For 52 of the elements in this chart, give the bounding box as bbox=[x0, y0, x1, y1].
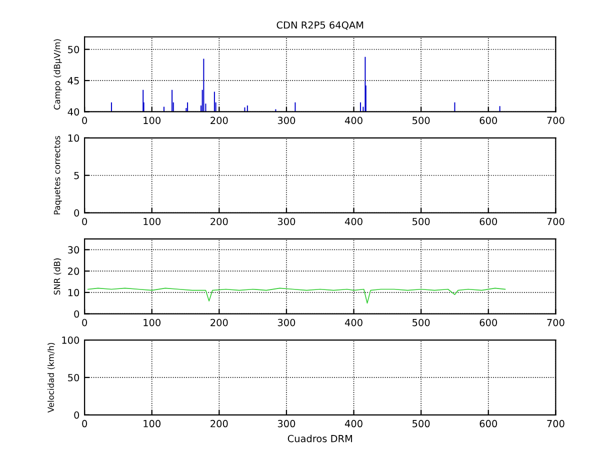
y-tick-label: 100 bbox=[62, 336, 80, 344]
y-tick-label: 10 bbox=[68, 288, 80, 296]
x-tick-label: 100 bbox=[144, 116, 160, 124]
x-tick-label: 600 bbox=[480, 420, 498, 428]
x-tick-label: 400 bbox=[344, 420, 362, 428]
y-tick-label: 0 bbox=[74, 209, 80, 217]
x-tick-label: 100 bbox=[144, 420, 160, 428]
x-tick-label: 600 bbox=[480, 218, 498, 226]
x-tick-label: 600 bbox=[480, 318, 498, 326]
x-tick-label: 200 bbox=[210, 218, 228, 226]
x-tick-label: 300 bbox=[278, 420, 296, 428]
x-tick-label: 200 bbox=[210, 420, 228, 428]
x-axis-title: Cuadros DRM bbox=[288, 434, 352, 442]
x-tick-label: 0 bbox=[82, 218, 88, 226]
line-series bbox=[88, 288, 506, 304]
y-tick-label: 40 bbox=[68, 108, 80, 116]
x-tick-label: 700 bbox=[547, 218, 564, 226]
y-tick-label: 20 bbox=[68, 268, 80, 275]
x-tick-label: 600 bbox=[480, 116, 498, 124]
x-tick-label: 500 bbox=[412, 420, 430, 428]
x-tick-label: 300 bbox=[278, 318, 296, 326]
x-tick-label: 100 bbox=[144, 318, 160, 326]
x-tick-label: 300 bbox=[278, 218, 296, 226]
y-tick-label: 0 bbox=[74, 411, 80, 419]
x-tick-label: 0 bbox=[82, 318, 88, 326]
x-tick-label: 700 bbox=[547, 116, 564, 124]
x-tick-label: 500 bbox=[412, 218, 430, 226]
y-tick-label: 30 bbox=[68, 246, 80, 254]
x-tick-label: 400 bbox=[344, 218, 362, 226]
y-tick-label: 45 bbox=[68, 77, 79, 84]
y-tick-label: 50 bbox=[68, 374, 80, 382]
y-axis-title: Velocidad (km/h) bbox=[48, 343, 55, 413]
x-tick-label: 400 bbox=[344, 318, 362, 326]
y-tick-label: 0 bbox=[74, 310, 80, 318]
x-tick-label: 700 bbox=[547, 318, 564, 326]
y-tick-label: 10 bbox=[68, 134, 80, 142]
x-tick-label: 500 bbox=[412, 116, 430, 124]
y-tick-label: 5 bbox=[74, 172, 79, 180]
x-tick-label: 400 bbox=[344, 116, 362, 124]
x-tick-label: 0 bbox=[82, 116, 88, 124]
y-axis-title: Paquetes correctos bbox=[54, 136, 62, 214]
y-tick-label: 50 bbox=[68, 46, 80, 54]
y-axis-title: Campo (dBµV/m) bbox=[54, 39, 62, 110]
x-tick-label: 200 bbox=[210, 116, 228, 124]
x-tick-label: 100 bbox=[144, 218, 160, 226]
chart-title: CDN R2P5 64QAM bbox=[276, 21, 364, 30]
x-tick-label: 300 bbox=[278, 116, 296, 124]
y-axis-title: SNR (dB) bbox=[54, 258, 62, 295]
x-tick-label: 200 bbox=[210, 318, 228, 326]
x-tick-label: 700 bbox=[547, 420, 564, 428]
x-tick-label: 500 bbox=[412, 318, 430, 326]
x-tick-label: 0 bbox=[82, 420, 88, 428]
